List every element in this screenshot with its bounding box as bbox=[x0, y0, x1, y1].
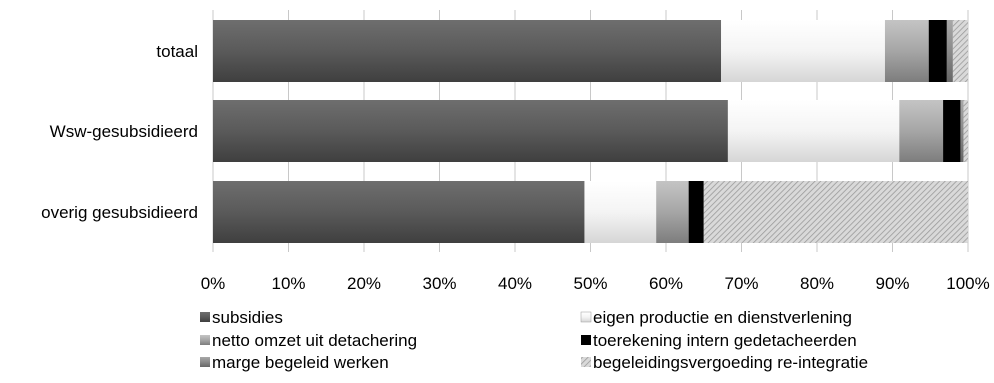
bar-overig-gesubsidieerd-begeleidingsvergoeding-re-integratie bbox=[703, 181, 968, 243]
category-labels: totaal Wsw-gesubsidieerd overig gesubsidie… bbox=[41, 42, 198, 222]
x-tick-label-20: 20% bbox=[347, 274, 381, 293]
legend-swatch-netto-omzet-uit-detachering bbox=[200, 335, 210, 345]
legend-label-marge-begeleid-werken: marge begeleid werken bbox=[212, 353, 389, 372]
bar-wsw-gesubsidieerd-subsidies bbox=[213, 100, 728, 162]
bars bbox=[213, 20, 968, 243]
bar-wsw-gesubsidieerd-toerekening-intern-gedetacheerden bbox=[943, 100, 961, 162]
legend-swatch-begeleidingsvergoeding-re-integratie bbox=[581, 357, 591, 367]
legend-swatch-marge-begeleid-werken bbox=[200, 357, 210, 367]
category-label-wsw-gesubsidieerd: Wsw-gesubsidieerd bbox=[50, 122, 198, 141]
bar-wsw-gesubsidieerd-begeleidingsvergoeding-re-integratie bbox=[963, 100, 968, 162]
x-tick-label-100: 100% bbox=[946, 274, 989, 293]
legend: subsidies eigen productie en dienstverlen… bbox=[200, 308, 868, 372]
x-axis-ticks: 0% 10% 20% 30% 40% 50% 60% 70% 80% 90% 100% bbox=[201, 274, 990, 293]
bar-totaal-eigen-productie-en-dienstverlening bbox=[721, 20, 885, 82]
bar-totaal-begeleidingsvergoeding-re-integratie bbox=[952, 20, 968, 82]
category-label-overig-gesubsidieerd: overig gesubsidieerd bbox=[41, 203, 198, 222]
x-tick-label-70: 70% bbox=[724, 274, 758, 293]
legend-swatch-toerekening-intern-gedetacheerden bbox=[581, 335, 591, 345]
x-tick-label-60: 60% bbox=[649, 274, 683, 293]
legend-label-toerekening-intern-gedetacheerden: toerekening intern gedetacheerden bbox=[593, 331, 857, 350]
legend-label-begeleidingsvergoeding-re-integratie: begeleidingsvergoeding re-integratie bbox=[593, 353, 868, 372]
bar-totaal-marge-begeleid-werken bbox=[946, 20, 953, 82]
x-tick-label-40: 40% bbox=[498, 274, 532, 293]
bar-totaal-toerekening-intern-gedetacheerden bbox=[928, 20, 947, 82]
bar-wsw-gesubsidieerd-netto-omzet-uit-detachering bbox=[899, 100, 944, 162]
bar-totaal-subsidies bbox=[213, 20, 722, 82]
x-tick-label-0: 0% bbox=[201, 274, 226, 293]
category-label-totaal: totaal bbox=[156, 42, 198, 61]
legend-swatch-eigen-productie-en-dienstverlening bbox=[580, 311, 592, 323]
x-tick-label-30: 30% bbox=[422, 274, 456, 293]
bar-wsw-gesubsidieerd-eigen-productie-en-dienstverlening bbox=[727, 100, 900, 162]
legend-label-subsidies: subsidies bbox=[212, 308, 283, 327]
bar-overig-gesubsidieerd-toerekening-intern-gedetacheerden bbox=[688, 181, 704, 243]
bar-overig-gesubsidieerd-eigen-productie-en-dienstverlening bbox=[584, 181, 657, 243]
x-tick-label-10: 10% bbox=[271, 274, 305, 293]
x-tick-label-80: 80% bbox=[800, 274, 834, 293]
bar-wsw-gesubsidieerd-marge-begeleid-werken bbox=[960, 100, 964, 162]
legend-label-netto-omzet-uit-detachering: netto omzet uit detachering bbox=[212, 331, 417, 350]
bar-totaal-netto-omzet-uit-detachering bbox=[884, 20, 929, 82]
bar-overig-gesubsidieerd-subsidies bbox=[213, 181, 585, 243]
x-tick-label-50: 50% bbox=[573, 274, 607, 293]
legend-label-eigen-productie-en-dienstverlening: eigen productie en dienstverlening bbox=[593, 308, 852, 327]
legend-swatch-subsidies bbox=[200, 312, 210, 322]
bar-overig-gesubsidieerd-netto-omzet-uit-detachering bbox=[656, 181, 689, 243]
x-tick-label-90: 90% bbox=[875, 274, 909, 293]
